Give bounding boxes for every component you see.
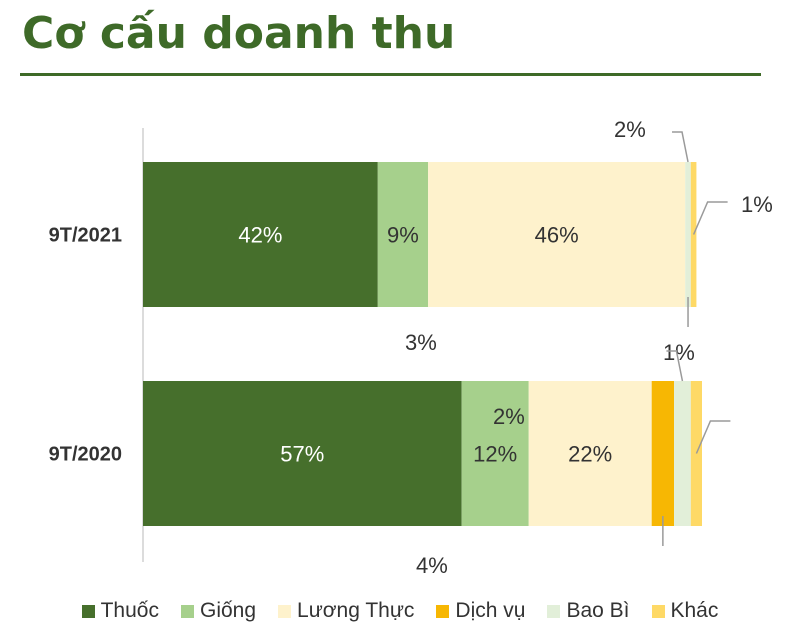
legend-swatch-2 xyxy=(278,604,292,618)
chart-title: Cơ cấu doanh thu xyxy=(22,8,456,59)
callout-leader-line-3 xyxy=(666,350,684,382)
callout-leader-line-4 xyxy=(695,420,731,454)
legend-item-3: Dịch vụ xyxy=(436,599,525,623)
legend-item-2: Lương Thực xyxy=(278,599,414,623)
bar-segment-1-1 xyxy=(461,381,529,526)
legend-swatch-1 xyxy=(180,604,194,618)
legend-label-4: Bao Bì xyxy=(566,599,630,622)
data-label-0-2: 46% xyxy=(535,223,579,248)
legend-label-5: Khác xyxy=(670,599,719,622)
bar-segment-0-1 xyxy=(377,162,429,307)
callout-label-3: 3% xyxy=(405,330,437,355)
legend-item-5: Khác xyxy=(651,599,719,623)
legend-swatch-0 xyxy=(81,604,95,618)
stacked-bar-chart: 9T/2021 42% 9% 46%9T/2020 57% 12% 22%2%1%1%3%2… xyxy=(49,117,773,578)
callout-label-5: 4% xyxy=(416,553,448,578)
bar-segment-1-4 xyxy=(674,381,691,526)
legend-item-4: Bao Bì xyxy=(547,599,630,623)
callout-label-0: 2% xyxy=(614,117,646,142)
bar-segment-0-2 xyxy=(428,162,686,307)
bar-segment-1-2 xyxy=(528,381,652,526)
data-label-1-0: 57% xyxy=(280,442,324,467)
bar-segment-0-4 xyxy=(685,162,691,307)
category-label-9T-2021: 9T/2021 xyxy=(49,225,122,247)
callout-label-4: 2% xyxy=(493,404,525,429)
bar-segment-1-3 xyxy=(651,381,675,526)
legend-swatch-3 xyxy=(436,604,450,618)
data-label-0-0: 42% xyxy=(238,223,282,248)
bar-segment-1-0 xyxy=(143,381,462,526)
callout-leader-line-1 xyxy=(692,201,728,235)
title-underline xyxy=(20,73,761,76)
category-label-9T-2020: 9T/2020 xyxy=(49,444,122,466)
legend-item-0: Thuốc xyxy=(81,599,159,623)
chart-legend: Thuốc Giống Lương Thực Dịch vụ Bao Bì Khác xyxy=(0,599,800,623)
legend-item-1: Giống xyxy=(180,599,257,623)
legend-label-1: Giống xyxy=(199,599,257,622)
legend-label-2: Lương Thực xyxy=(297,599,415,622)
data-label-1-2: 22% xyxy=(568,442,612,467)
bar-segment-0-0 xyxy=(143,162,378,307)
legend-swatch-4 xyxy=(547,604,561,618)
legend-swatch-5 xyxy=(651,604,665,618)
legend-label-0: Thuốc xyxy=(100,599,159,622)
callout-leader-line-0 xyxy=(672,131,689,163)
legend-label-3: Dịch vụ xyxy=(455,599,526,622)
callout-label-1: 1% xyxy=(741,192,773,217)
data-label-1-1: 12% xyxy=(473,442,517,467)
data-label-0-1: 9% xyxy=(387,223,419,248)
